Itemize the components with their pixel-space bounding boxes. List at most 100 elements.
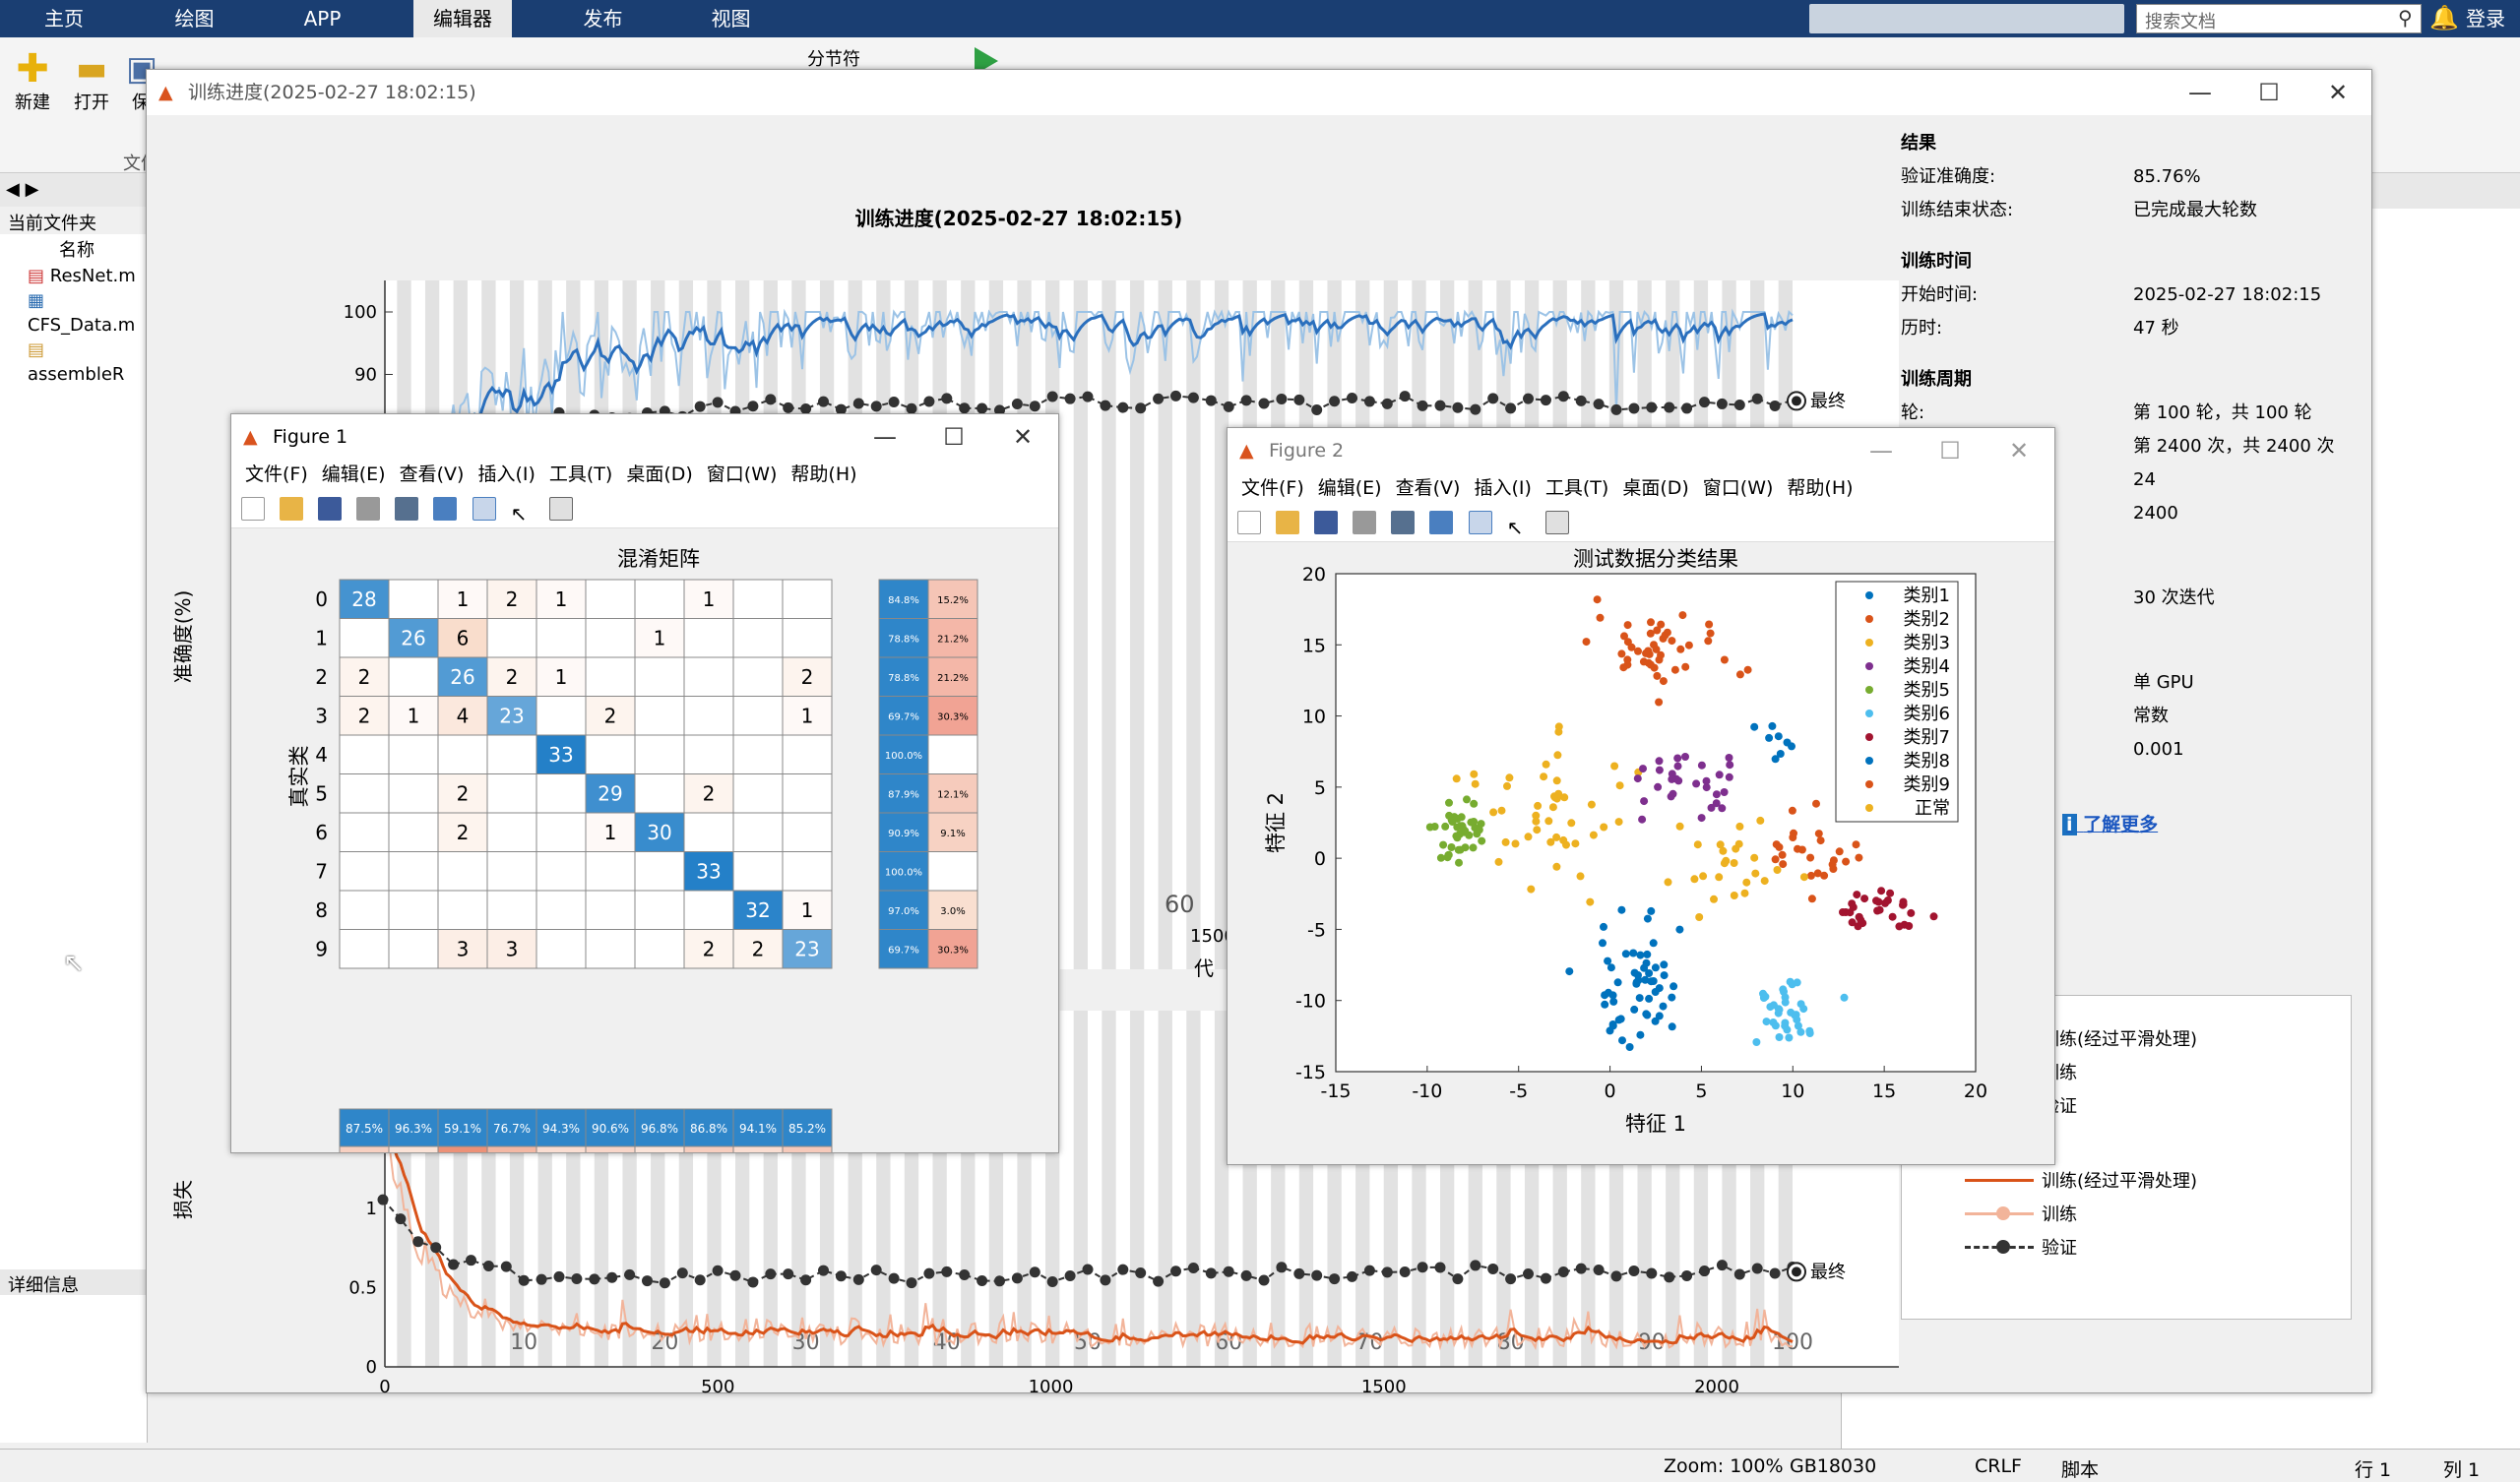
save-figure-icon[interactable]: [1314, 511, 1339, 534]
minimize-button[interactable]: —: [873, 423, 897, 451]
menu-item[interactable]: 查看(V): [1395, 477, 1461, 499]
bell-icon[interactable]: 🔔: [2429, 4, 2459, 31]
cm-col-summary-correct-label: 76.7%: [493, 1122, 531, 1136]
cm-cell: [486, 773, 537, 814]
open-file-icon[interactable]: [1276, 511, 1300, 534]
learn-more-link[interactable]: i 了解更多: [2062, 810, 2158, 836]
tab-plots[interactable]: 绘图: [174, 7, 215, 31]
login-link[interactable]: 登录: [2466, 7, 2505, 31]
file-item[interactable]: ▤ ResNet.m: [28, 264, 147, 288]
menu-item[interactable]: 帮助(H): [790, 463, 857, 485]
cm-cell: [486, 812, 537, 852]
link-plot-icon[interactable]: [395, 497, 419, 521]
name-column-header[interactable]: 名称: [59, 240, 94, 261]
property-editor-icon[interactable]: [548, 497, 573, 521]
colorbar-icon[interactable]: [1429, 511, 1454, 534]
menu-item[interactable]: 工具(T): [1544, 477, 1609, 499]
close-button[interactable]: ✕: [2008, 437, 2030, 464]
open-button[interactable]: ▬ 打开: [67, 49, 116, 114]
scatter-point: [1716, 840, 1725, 849]
close-button[interactable]: ✕: [1012, 423, 1034, 451]
file-item[interactable]: ▦ CFS_Data.m: [28, 288, 147, 338]
scatter-point: [1888, 912, 1897, 921]
cm-col-summary-wrong: [634, 1145, 685, 1152]
cm-cell: [585, 579, 636, 619]
tab-publish[interactable]: 发布: [583, 7, 623, 31]
figure1-titlebar[interactable]: ▲ Figure 1: [231, 414, 1058, 460]
pointer-icon[interactable]: ↖: [1506, 516, 1531, 539]
link-plot-icon[interactable]: [1391, 511, 1416, 534]
figure2-titlebar[interactable]: ▲ Figure 2: [1228, 428, 2054, 473]
maximize-button[interactable]: ☐: [2258, 79, 2280, 106]
scatter-point: [1660, 971, 1669, 980]
menu-item[interactable]: 插入(I): [477, 463, 536, 485]
menu-item[interactable]: 窗口(W): [1702, 477, 1774, 499]
menu-item[interactable]: 工具(T): [548, 463, 613, 485]
scatter-point: [1620, 632, 1628, 641]
cm-row-label: 3: [315, 704, 328, 727]
minimize-button[interactable]: —: [2188, 79, 2212, 106]
close-button[interactable]: ✕: [2327, 79, 2349, 106]
tab-view[interactable]: 视图: [711, 7, 751, 31]
maximize-button[interactable]: ☐: [1939, 437, 1961, 464]
cm-cell: [782, 696, 833, 736]
training-titlebar[interactable]: ▲ 训练进度(2025-02-27 18:02:15): [147, 70, 2371, 115]
new-icon: ✚: [16, 46, 49, 92]
tab-apps[interactable]: APP: [303, 7, 342, 31]
menu-item[interactable]: 桌面(D): [1622, 477, 1689, 499]
print-icon[interactable]: [1353, 511, 1377, 534]
minimize-button[interactable]: —: [1869, 437, 1893, 464]
scatter-point: [1546, 837, 1555, 846]
menu-item[interactable]: 插入(I): [1474, 477, 1532, 499]
menu-item[interactable]: 文件(F): [1241, 477, 1304, 499]
figure2-title: Figure 2: [1269, 440, 1345, 462]
quick-access-toolbar[interactable]: [1809, 4, 2124, 33]
new-figure-icon[interactable]: [241, 497, 265, 521]
maximize-button[interactable]: ☐: [943, 423, 965, 451]
tab-home[interactable]: 主页: [44, 7, 84, 31]
property-editor-icon[interactable]: [1544, 511, 1569, 534]
cm-cell-value: 32: [745, 898, 770, 922]
open-file-icon[interactable]: [280, 497, 304, 521]
scatter-point: [1554, 789, 1563, 798]
legend-marker: [1865, 639, 1873, 647]
scatter-point: [1735, 670, 1744, 679]
cm-cell: [782, 734, 833, 774]
scatter-point: [1643, 914, 1652, 923]
search-icon[interactable]: ⚲: [2398, 6, 2413, 30]
acc-val-point: [1646, 401, 1658, 413]
pointer-icon[interactable]: ↖: [510, 502, 535, 525]
menu-item[interactable]: 查看(V): [399, 463, 465, 485]
section-break-button[interactable]: 分节符: [807, 49, 860, 70]
colorbar-icon[interactable]: [433, 497, 458, 521]
menu-item[interactable]: 窗口(W): [706, 463, 778, 485]
cm-cell: [683, 696, 734, 736]
menu-item[interactable]: 帮助(H): [1787, 477, 1854, 499]
cm-cell: [536, 773, 587, 814]
menu-item[interactable]: 文件(F): [245, 463, 308, 485]
menu-item[interactable]: 编辑(E): [1317, 477, 1382, 499]
scatter-point: [1533, 826, 1542, 834]
cm-col-summary-wrong: [782, 1145, 833, 1152]
file-item[interactable]: ▤ assembleR: [28, 338, 147, 387]
menu-item[interactable]: 桌面(D): [626, 463, 693, 485]
cm-cell-value: 2: [703, 937, 716, 960]
save-figure-icon[interactable]: [318, 497, 343, 521]
menu-item[interactable]: 编辑(E): [321, 463, 386, 485]
cm-row-summary-correct-label: 87.9%: [888, 789, 919, 800]
tab-editor[interactable]: 编辑器: [413, 0, 512, 37]
legend-icon[interactable]: [472, 497, 496, 521]
cm-cell: [634, 696, 685, 736]
search-input[interactable]: 搜索文档: [2136, 4, 2422, 33]
scatter-point: [1839, 908, 1847, 916]
loss-val-point: [1751, 1263, 1763, 1274]
folder-nav-bar[interactable]: ◀ ▶: [0, 173, 148, 207]
new-button[interactable]: ✚ 新建: [8, 49, 57, 114]
cm-col-summary-wrong: [486, 1145, 537, 1152]
new-figure-icon[interactable]: [1237, 511, 1261, 534]
legend-marker: [1865, 757, 1873, 765]
cm-cell: [536, 579, 587, 619]
legend-icon[interactable]: [1468, 511, 1492, 534]
loss-val-point: [1470, 1260, 1481, 1271]
print-icon[interactable]: [356, 497, 381, 521]
